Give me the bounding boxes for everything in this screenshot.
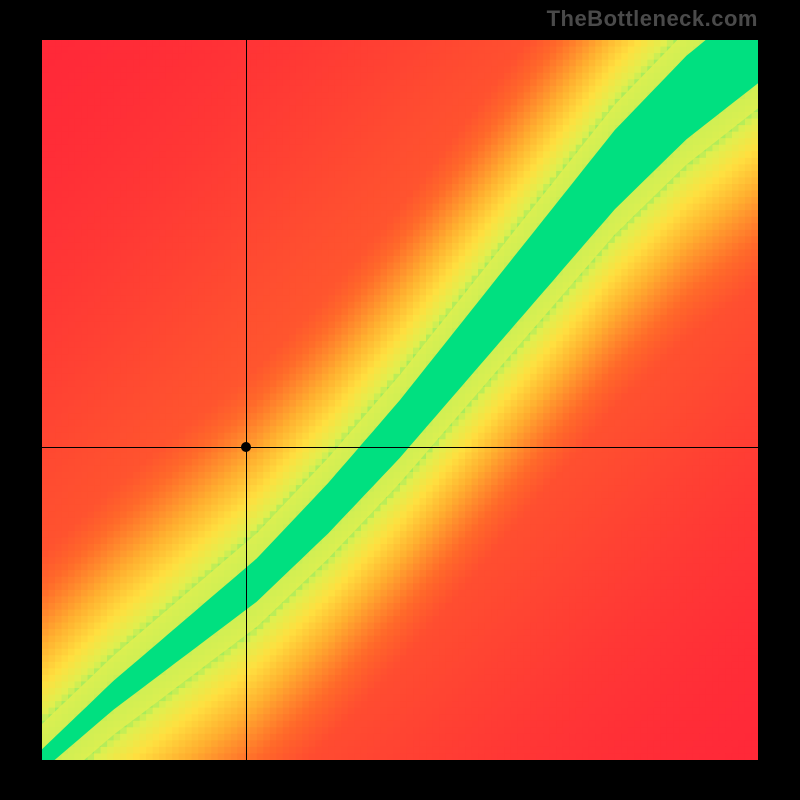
- crosshair-horizontal: [42, 447, 758, 448]
- heatmap-canvas: [42, 40, 758, 760]
- watermark-text: TheBottleneck.com: [547, 6, 758, 32]
- crosshair-marker: [241, 442, 251, 452]
- heatmap-plot: [42, 40, 758, 760]
- crosshair-vertical: [246, 40, 247, 760]
